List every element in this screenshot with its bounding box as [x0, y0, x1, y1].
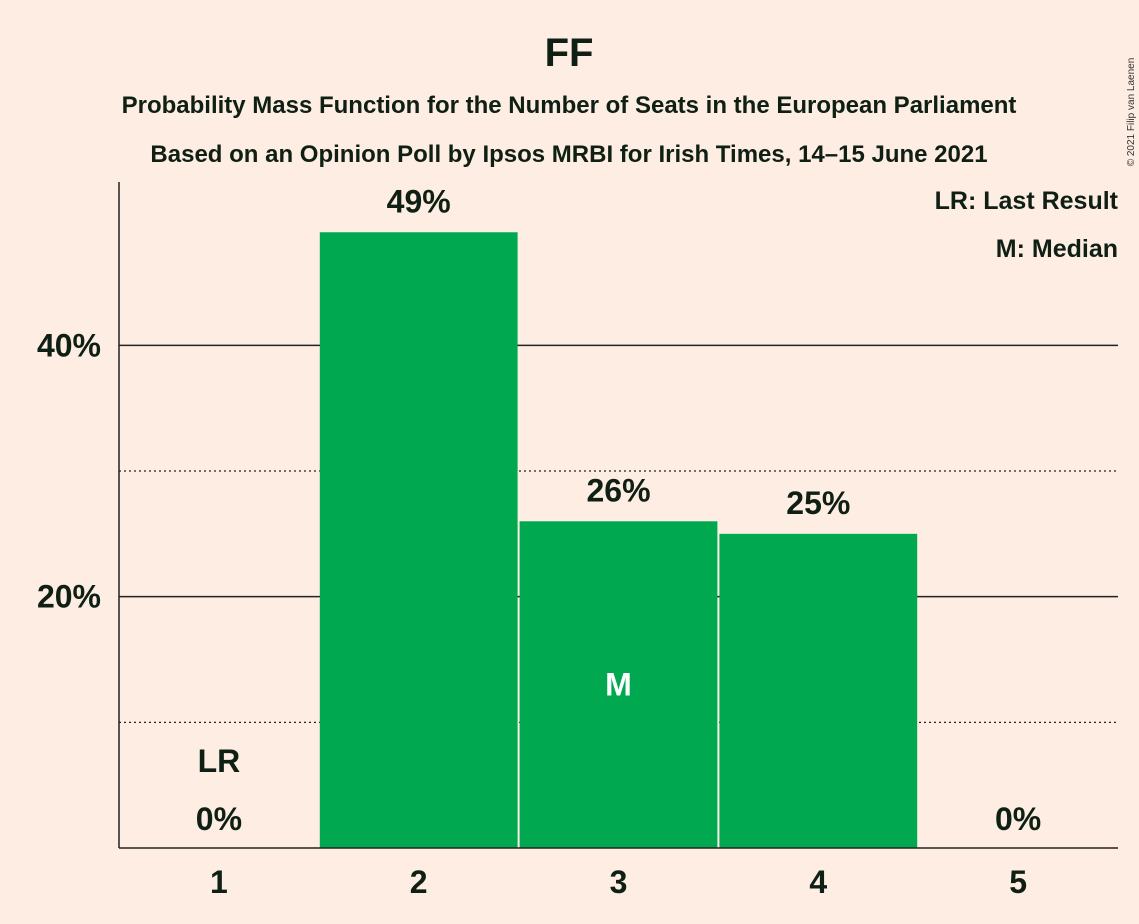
chart-title: FF: [545, 31, 594, 75]
chart-subtitle-line-1: Probability Mass Function for the Number…: [122, 92, 1017, 119]
bar-value-label-2: 49%: [387, 183, 451, 219]
bar-4: [719, 533, 918, 848]
x-tick-label-1: 1: [210, 864, 228, 900]
bar-value-label-3: 26%: [586, 472, 650, 508]
x-tick-label-2: 2: [410, 864, 428, 900]
bar-3: [519, 521, 718, 848]
legend-median: M: Median: [996, 235, 1118, 263]
bar-value-label-5: 0%: [995, 801, 1041, 837]
bars: [319, 232, 918, 848]
bar-value-label-1: 0%: [196, 801, 242, 837]
legend-last-result: LR: Last Result: [935, 187, 1119, 215]
x-tick-label-5: 5: [1009, 864, 1027, 900]
last-result-marker: LR: [198, 743, 241, 779]
y-tick-label-40: 40%: [37, 327, 101, 363]
chart-subtitle-line-2: Based on an Opinion Poll by Ipsos MRBI f…: [150, 141, 987, 168]
x-tick-label-3: 3: [610, 864, 628, 900]
x-tick-label-4: 4: [809, 864, 827, 900]
y-tick-label-20: 20%: [37, 579, 101, 615]
axes: [118, 182, 1118, 849]
median-marker: M: [605, 667, 632, 703]
bar-2: [319, 232, 518, 848]
copyright-notice: © 2021 Filip van Laenen: [1126, 58, 1137, 167]
bar-value-label-4: 25%: [786, 485, 850, 521]
